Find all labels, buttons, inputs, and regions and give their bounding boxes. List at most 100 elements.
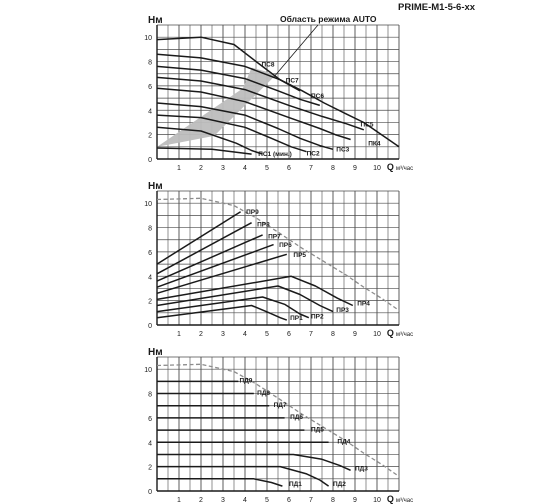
x-tick-label: 2 [199, 497, 203, 504]
series-line-ПД2 [157, 465, 330, 487]
y-tick-label: 4 [148, 108, 152, 115]
x-tick-label: 8 [331, 497, 335, 504]
x-tick-label: 9 [353, 497, 357, 504]
y-tick-label: 10 [144, 35, 152, 42]
y-tick-label: 10 [144, 367, 152, 374]
auto-region-area [157, 67, 276, 147]
series-line-ПС7 [156, 53, 301, 92]
series-line-ПС6 [156, 65, 321, 107]
series-label: ПД2 [333, 481, 346, 488]
y-tick-label: 8 [148, 226, 152, 233]
y-tick-label: 4 [148, 440, 152, 447]
series-label: ПД7 [274, 402, 287, 409]
y-tick-label: 6 [148, 84, 152, 91]
x-tick-label: 1 [177, 497, 181, 504]
series-label: ПД4 [337, 438, 350, 445]
max-curve [156, 197, 400, 311]
series-line-ПС1 (мин.) [156, 126, 263, 155]
x-axis-unit: м³/час [396, 498, 413, 504]
series-label: ПР7 [268, 234, 281, 241]
series-line-ПР1 [156, 304, 288, 321]
series-label: ПД1 [289, 481, 302, 488]
series-label: ПД8 [257, 390, 270, 397]
series-line-ПД1 [157, 478, 283, 487]
series-label: ПД5 [311, 426, 324, 433]
y-tick-label: 10 [144, 201, 152, 208]
x-tick-label: 3 [221, 497, 225, 504]
series-label: ПС6 [311, 93, 324, 100]
x-tick-label: 10 [373, 165, 381, 172]
y-tick-label: 0 [148, 323, 152, 330]
series-label: ПД6 [290, 414, 303, 421]
series-line-ПР9 [156, 211, 241, 265]
series-label: ПР3 [336, 307, 349, 314]
x-tick-label: 1 [177, 165, 181, 172]
x-tick-label: 2 [199, 165, 203, 172]
x-tick-label: 5 [265, 165, 269, 172]
x-tick-label: 2 [199, 331, 203, 338]
series-label: ПР6 [279, 242, 292, 249]
series-label: ПС5 [361, 122, 374, 129]
x-tick-label: 3 [221, 165, 225, 172]
series-label: ПР1 [290, 315, 303, 322]
y-axis-label: Нм [148, 15, 163, 26]
y-axis-label: Нм [148, 181, 163, 192]
model-title: PRIME-M1-5-6-xx [398, 2, 476, 13]
y-tick-label: 2 [148, 465, 152, 472]
series-label: ПС3 [336, 147, 349, 154]
series-line-ПД3 [157, 453, 351, 471]
series-line-unnamed-8 [156, 147, 252, 155]
x-axis-label: Q [387, 328, 394, 338]
x-tick-label: 8 [331, 165, 335, 172]
series-label: ПС1 (мин.) [258, 151, 292, 158]
series-line-ПК4 [156, 87, 351, 141]
series-line-ПР5 [156, 253, 288, 295]
x-axis-label: Q [387, 494, 394, 504]
x-tick-label: 6 [287, 497, 291, 504]
x-tick-label: 6 [287, 331, 291, 338]
x-tick-label: 7 [309, 331, 313, 338]
x-tick-label: 4 [243, 497, 247, 504]
x-tick-label: 7 [309, 497, 313, 504]
y-tick-label: 0 [148, 489, 152, 496]
x-tick-label: 9 [353, 165, 357, 172]
x-tick-label: 6 [287, 165, 291, 172]
y-tick-label: 6 [148, 250, 152, 257]
y-tick-label: 0 [148, 157, 152, 164]
series-label: ПС2 [307, 150, 320, 157]
x-tick-label: 10 [373, 331, 381, 338]
x-tick-label: 3 [221, 331, 225, 338]
x-tick-label: 8 [331, 331, 335, 338]
series-line-ПР4 [156, 275, 354, 307]
series-line-ПС2 [156, 114, 307, 153]
series-label: ПР2 [311, 313, 324, 320]
y-tick-label: 8 [148, 60, 152, 67]
auto-region-label: Область режима AUTO [280, 14, 377, 24]
x-tick-label: 9 [353, 331, 357, 338]
x-tick-label: 10 [373, 497, 381, 504]
series-line-ПР7 [156, 234, 263, 282]
x-tick-label: 5 [265, 497, 269, 504]
y-axis-label: Нм [148, 347, 163, 358]
series-line-ПС5 [156, 76, 365, 131]
x-tick-label: 1 [177, 331, 181, 338]
y-tick-label: 4 [148, 274, 152, 281]
series-label: ПР9 [246, 209, 259, 216]
series-line-ПР8 [156, 222, 252, 275]
series-label: ПС8 [262, 61, 275, 68]
series-label: ПР4 [357, 301, 370, 308]
x-tick-label: 5 [265, 331, 269, 338]
x-tick-label: 4 [243, 331, 247, 338]
series-line-ПР6 [156, 243, 274, 288]
x-axis-unit: м³/час [396, 332, 413, 338]
series-line-ПР3 [156, 285, 334, 313]
series-label: ПД3 [355, 465, 368, 472]
series-label: ПР5 [293, 252, 306, 259]
auto-pointer-line [272, 24, 319, 79]
y-tick-label: 2 [148, 133, 152, 140]
y-tick-label: 8 [148, 392, 152, 399]
